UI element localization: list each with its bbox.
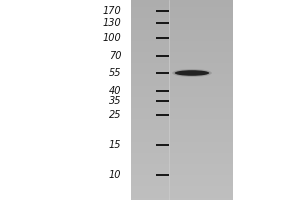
Text: 55: 55 — [109, 68, 122, 78]
Text: 25: 25 — [109, 110, 122, 120]
Text: 10: 10 — [109, 170, 122, 180]
Text: 10: 10 — [109, 170, 122, 180]
Text: 100: 100 — [103, 33, 122, 43]
Text: 35: 35 — [109, 96, 122, 106]
Bar — [232, 0, 300, 200]
Text: 55: 55 — [109, 68, 122, 78]
Text: 25: 25 — [109, 110, 122, 120]
Text: 35: 35 — [109, 96, 122, 106]
Ellipse shape — [172, 69, 212, 77]
Text: 15: 15 — [109, 140, 122, 150]
Text: 170: 170 — [103, 6, 122, 16]
Text: 40: 40 — [109, 86, 122, 96]
Text: 100: 100 — [103, 33, 122, 43]
Text: 130: 130 — [103, 18, 122, 28]
Text: 40: 40 — [109, 86, 122, 96]
Bar — [0, 0, 130, 200]
Text: 70: 70 — [109, 51, 122, 61]
Ellipse shape — [175, 70, 209, 76]
Text: 170: 170 — [103, 6, 122, 16]
Text: 15: 15 — [109, 140, 122, 150]
Text: 130: 130 — [103, 18, 122, 28]
Text: 70: 70 — [109, 51, 122, 61]
